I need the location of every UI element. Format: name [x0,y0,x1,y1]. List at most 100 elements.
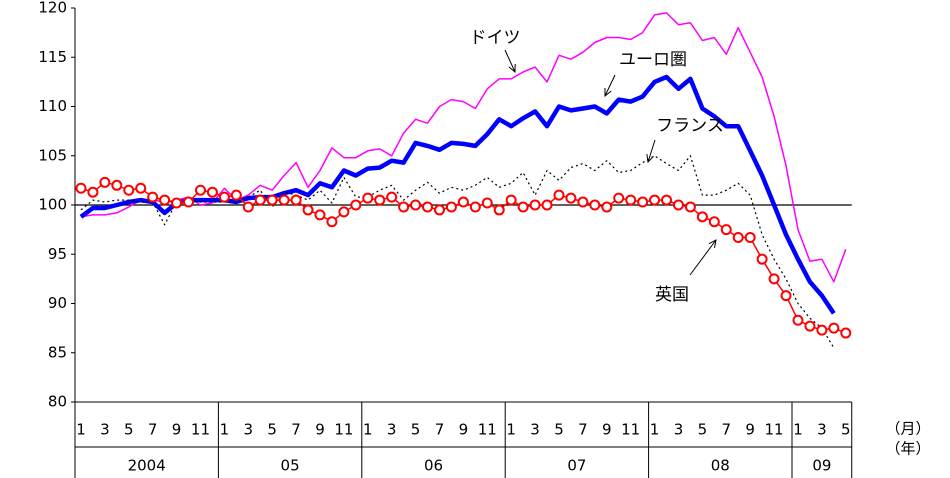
data-point [720,224,732,236]
x-tick-label: 7 [148,421,158,439]
data-point [625,194,637,206]
data-point [218,191,230,203]
data-point [517,201,529,213]
data-point [183,196,195,208]
data-point [87,186,99,198]
data-point [661,194,673,206]
series-line [80,155,835,349]
data-point [75,182,87,194]
data-point [553,189,565,201]
x-tick-label: 5 [841,421,851,439]
x-tick-label: 7 [722,421,732,439]
data-point [601,201,613,213]
data-point [589,199,601,211]
x-tick-label: 11 [191,421,210,439]
y-tick-label: 80 [48,393,67,411]
data-point [278,194,290,206]
data-point [637,196,649,208]
data-point [481,197,493,209]
annotation-arrow [504,49,516,73]
data-point [314,209,326,221]
data-point [422,201,434,213]
x-tick-label: 3 [387,421,397,439]
data-point [410,199,422,211]
data-point [732,232,744,244]
x-tick-label: 7 [578,421,588,439]
x-tick-label: 1 [220,421,230,439]
data-point [445,201,457,213]
annotation-arrowhead [604,87,612,98]
data-point [828,322,840,334]
annotation-arrow [647,139,656,163]
data-point [111,179,123,191]
data-point [230,189,242,201]
x-tick-label: 1 [650,421,660,439]
data-point [194,184,206,196]
x-tick-label: 1 [76,421,86,439]
annotation-arrowhead [646,154,654,164]
data-point [99,176,111,188]
y-tick-label: 120 [38,0,67,17]
x-tick-label: 5 [267,421,277,439]
data-point [254,194,266,206]
data-point [840,327,852,339]
x-tick-label: 9 [745,421,755,439]
x-tick-label: 11 [621,421,640,439]
x-tick-label: 9 [172,421,182,439]
annotation-arrowhead [708,239,717,248]
x-tick-label: 3 [674,421,684,439]
y-tick-label: 110 [38,97,67,115]
year-unit-label: （年） [885,440,930,458]
x-tick-label: 11 [478,421,497,439]
data-point [816,324,828,336]
data-point [672,199,684,211]
annotation-arrow [689,239,717,276]
data-point [684,201,696,213]
data-point [696,211,708,223]
x-tick-label: 3 [100,421,110,439]
data-point [493,204,505,216]
data-point [398,201,410,213]
data-point [756,253,768,265]
y-tick-label: 105 [38,146,67,164]
year-label: 2004 [128,457,166,475]
data-point [386,191,398,203]
x-unit-label: （月） [885,420,930,438]
series-label: 英国 [655,285,689,305]
data-point [577,196,589,208]
x-tick-label: 5 [698,421,708,439]
year-label: 05 [281,457,300,475]
data-point [350,199,362,211]
year-label: 06 [424,457,443,475]
data-point [744,232,756,244]
data-point [613,192,625,204]
data-point [302,204,314,216]
data-point [649,194,661,206]
data-point [457,196,469,208]
data-point [123,184,135,196]
x-tick-label: 9 [602,421,612,439]
y-tick-label: 90 [48,294,67,312]
data-point [326,216,338,228]
y-tick-label: 85 [48,343,67,361]
y-tick-label: 100 [38,196,67,214]
x-tick-label: 3 [817,421,827,439]
data-point [242,201,254,213]
x-tick-label: 1 [506,421,516,439]
data-point [529,199,541,211]
year-label: 09 [812,457,831,475]
data-point [565,192,577,204]
x-tick-label: 9 [315,421,325,439]
data-point [768,273,780,285]
series-label: ドイツ [470,28,521,48]
series-label: ユーロ圏 [619,50,687,70]
annotation-arrowhead [508,63,516,74]
data-point [780,290,792,302]
y-tick-label: 115 [38,48,67,66]
data-point [171,197,183,209]
x-tick-label: 1 [793,421,803,439]
series-label: フランス [656,116,724,136]
data-point [290,194,302,206]
data-point [135,182,147,194]
